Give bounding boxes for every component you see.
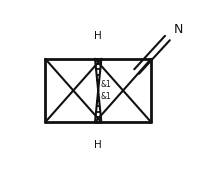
Text: H: H	[94, 140, 102, 150]
Text: &1: &1	[101, 92, 111, 101]
Text: H: H	[94, 31, 102, 41]
Text: N: N	[174, 23, 183, 36]
Text: &1: &1	[101, 80, 111, 89]
